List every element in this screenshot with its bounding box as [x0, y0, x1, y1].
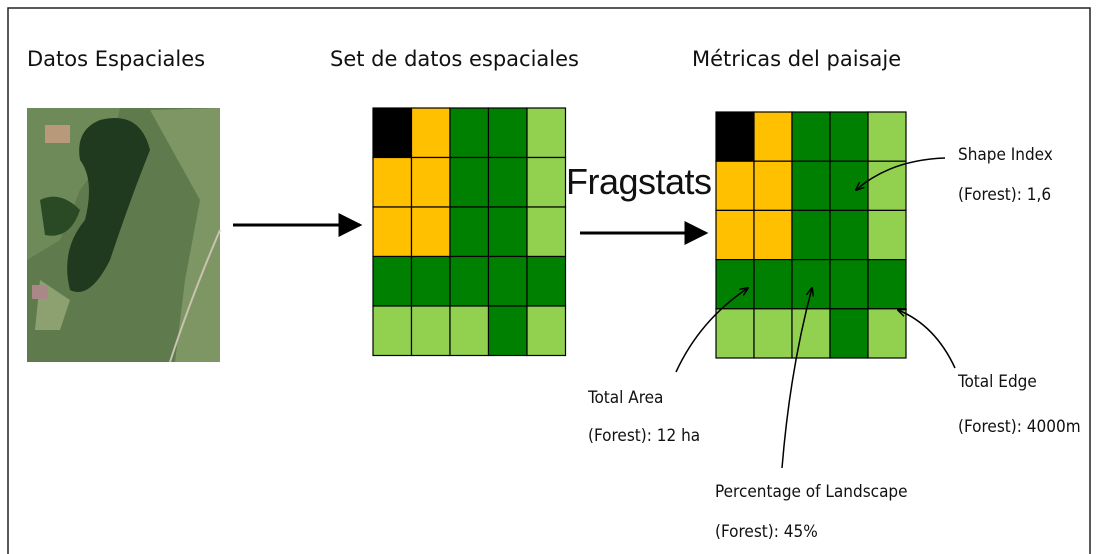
grid-cell — [715, 209, 755, 261]
grid-cell — [410, 107, 451, 159]
annotation: (Forest): 12 ha — [588, 426, 700, 446]
grid-cell — [829, 308, 869, 359]
grid-cell — [867, 160, 907, 211]
grid-cell — [487, 107, 528, 159]
annotation: Percentage of Landscape — [715, 482, 908, 502]
satellite-image — [27, 108, 221, 363]
grid-cell — [410, 305, 451, 357]
grid-cell — [487, 255, 528, 307]
grid-cell — [715, 259, 755, 310]
grid-cell — [372, 107, 413, 159]
grid-cell — [753, 111, 793, 162]
grid-cell — [372, 156, 413, 208]
grid-cell — [753, 209, 793, 261]
heading: Datos Espaciales — [27, 47, 205, 71]
frame — [7, 7, 1091, 554]
grid-cell — [715, 111, 755, 162]
grid-cell — [410, 156, 451, 208]
grid-cell — [829, 111, 869, 162]
grid-cell — [867, 209, 907, 261]
raster-grid — [715, 111, 907, 359]
grid-cell — [526, 206, 567, 258]
grid-cell — [867, 111, 907, 162]
annotation: Total Edge — [957, 372, 1037, 392]
grid-cell — [753, 308, 793, 359]
grid-cell — [715, 160, 755, 211]
grid-cell — [526, 107, 567, 159]
grid-cell — [715, 308, 755, 359]
grid-cell — [487, 156, 528, 208]
grid-cell — [829, 259, 869, 310]
grid-cell — [791, 111, 831, 162]
annotation: Total Area — [587, 388, 663, 408]
grid-cell — [867, 308, 907, 359]
grid-cell — [372, 305, 413, 357]
annotation: (Forest): 1,6 — [958, 185, 1051, 205]
grid-cell — [487, 206, 528, 258]
annotation: (Forest): 45% — [715, 522, 818, 542]
annotation: Shape Index — [958, 145, 1053, 165]
grid-cell — [487, 305, 528, 357]
grid-cell — [753, 259, 793, 310]
pointer-lines — [675, 157, 956, 469]
grid-cell — [449, 305, 490, 357]
grid-cell — [449, 107, 490, 159]
grid-cell — [867, 259, 907, 310]
grid-cell — [410, 206, 451, 258]
grid-cell — [449, 255, 490, 307]
grid-cell — [791, 160, 831, 211]
grid-cell — [449, 156, 490, 208]
heading: Set de datos espaciales — [330, 47, 579, 71]
grid-cell — [526, 156, 567, 208]
grid-cell — [791, 259, 831, 310]
raster-grid — [372, 107, 567, 357]
grid-cell — [829, 209, 869, 261]
grid-cell — [372, 255, 413, 307]
grid-cell — [829, 160, 869, 211]
grid-cell — [526, 305, 567, 357]
grid-cell — [372, 206, 413, 258]
annotation: (Forest): 4000m — [958, 417, 1081, 437]
heading: Métricas del paisaje — [692, 47, 901, 71]
grid-cell — [410, 255, 451, 307]
tool-label: Fragstats — [566, 161, 712, 202]
grid-cell — [753, 160, 793, 211]
grid-cell — [526, 255, 567, 307]
grid-cell — [791, 209, 831, 261]
grid-cell — [449, 206, 490, 258]
